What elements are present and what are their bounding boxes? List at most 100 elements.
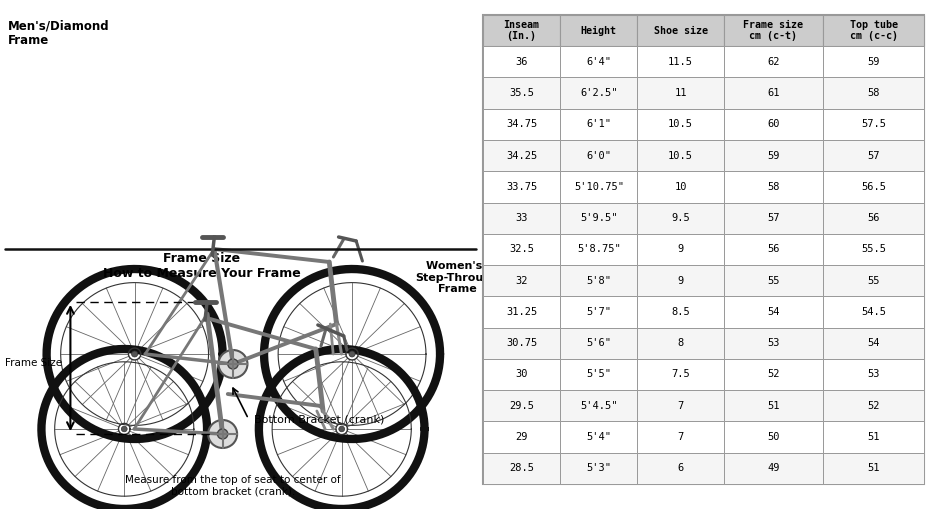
Text: 59: 59	[867, 57, 879, 67]
Text: Frame size
cm (c-t): Frame size cm (c-t)	[742, 20, 803, 41]
Text: 11: 11	[674, 88, 686, 98]
Bar	[637, 296, 723, 328]
Text: 9: 9	[677, 276, 683, 286]
Circle shape	[132, 351, 137, 357]
Circle shape	[349, 351, 354, 357]
Bar	[560, 109, 637, 140]
Text: 57.5: 57.5	[860, 120, 885, 129]
Bar	[822, 109, 923, 140]
Text: 62: 62	[767, 57, 779, 67]
Bar	[723, 203, 822, 234]
Circle shape	[339, 426, 344, 432]
Bar	[822, 421, 923, 453]
Bar	[723, 15, 822, 46]
Bar	[637, 421, 723, 453]
Text: 30: 30	[515, 370, 527, 379]
Text: 56: 56	[767, 244, 779, 254]
Text: 54: 54	[767, 307, 779, 317]
Text: 10: 10	[674, 182, 686, 192]
Text: 34.25: 34.25	[506, 151, 536, 161]
Text: 9: 9	[677, 244, 683, 254]
Text: 6'0": 6'0"	[586, 151, 611, 161]
Bar	[560, 203, 637, 234]
Bar	[822, 390, 923, 421]
Bar	[723, 234, 822, 265]
Bar	[483, 234, 560, 265]
Text: 60: 60	[767, 120, 779, 129]
Text: 30.75: 30.75	[506, 338, 536, 348]
Circle shape	[122, 426, 127, 432]
Bar	[560, 265, 637, 296]
Bar	[822, 328, 923, 359]
Text: 36: 36	[515, 57, 527, 67]
Bar	[483, 46, 560, 77]
Text: 8.5: 8.5	[670, 307, 690, 317]
Text: 33.75: 33.75	[506, 182, 536, 192]
Text: Frame Size: Frame Size	[6, 358, 62, 368]
Text: 8: 8	[677, 338, 683, 348]
Bar	[560, 453, 637, 484]
Text: 55: 55	[867, 276, 879, 286]
Text: 7: 7	[677, 401, 683, 411]
Bar	[483, 453, 560, 484]
Text: Top tube
cm (c-c): Top tube cm (c-c)	[849, 20, 896, 41]
Bar	[483, 15, 560, 46]
Text: Men's/Diamond
Frame: Men's/Diamond Frame	[8, 19, 110, 47]
Bar	[560, 46, 637, 77]
Circle shape	[218, 350, 247, 378]
Bar	[723, 390, 822, 421]
Bar	[723, 171, 822, 203]
Bar	[822, 453, 923, 484]
Bar	[723, 359, 822, 390]
Text: 56: 56	[867, 213, 879, 223]
Text: 9.5: 9.5	[670, 213, 690, 223]
Bar	[483, 296, 560, 328]
Text: Women's /
Step-Through
Frame: Women's / Step-Through Frame	[415, 261, 499, 294]
Text: 53: 53	[767, 338, 779, 348]
Text: 6'1": 6'1"	[586, 120, 611, 129]
Circle shape	[217, 429, 227, 439]
Text: 58: 58	[767, 182, 779, 192]
Text: 54: 54	[867, 338, 879, 348]
Bar	[822, 15, 923, 46]
Bar	[637, 359, 723, 390]
Text: 5'9.5": 5'9.5"	[579, 213, 617, 223]
Text: 11.5: 11.5	[667, 57, 692, 67]
Text: 10.5: 10.5	[667, 120, 692, 129]
Bar	[637, 453, 723, 484]
Text: Frame Size
How to Measure Your Frame: Frame Size How to Measure Your Frame	[103, 252, 301, 280]
Bar	[637, 140, 723, 171]
Bar	[483, 77, 560, 109]
Bar	[560, 296, 637, 328]
Text: 5'4": 5'4"	[586, 432, 611, 442]
Bar	[822, 234, 923, 265]
Bar	[483, 328, 560, 359]
Text: 6: 6	[677, 463, 683, 473]
Text: 31.25: 31.25	[506, 307, 536, 317]
Bar	[560, 328, 637, 359]
Bar	[723, 453, 822, 484]
Bar	[822, 46, 923, 77]
Text: 5'10.75": 5'10.75"	[574, 182, 624, 192]
Text: 6'2.5": 6'2.5"	[579, 88, 617, 98]
Text: 57: 57	[867, 151, 879, 161]
Bar	[483, 109, 560, 140]
Bar	[483, 140, 560, 171]
Text: 59: 59	[767, 151, 779, 161]
Bar	[822, 296, 923, 328]
Bar	[822, 203, 923, 234]
Text: 5'6": 5'6"	[586, 338, 611, 348]
Bar	[483, 203, 560, 234]
Bar	[560, 140, 637, 171]
Text: 34.75: 34.75	[506, 120, 536, 129]
Bar	[637, 390, 723, 421]
Circle shape	[208, 420, 237, 448]
Bar	[822, 77, 923, 109]
Bar	[723, 421, 822, 453]
Text: Measure from the top of seat to center of
bottom bracket (crank).: Measure from the top of seat to center o…	[125, 475, 341, 497]
Text: 55.5: 55.5	[860, 244, 885, 254]
Text: 32: 32	[515, 276, 527, 286]
Text: 33: 33	[515, 213, 527, 223]
Bar	[483, 421, 560, 453]
Bar	[822, 171, 923, 203]
